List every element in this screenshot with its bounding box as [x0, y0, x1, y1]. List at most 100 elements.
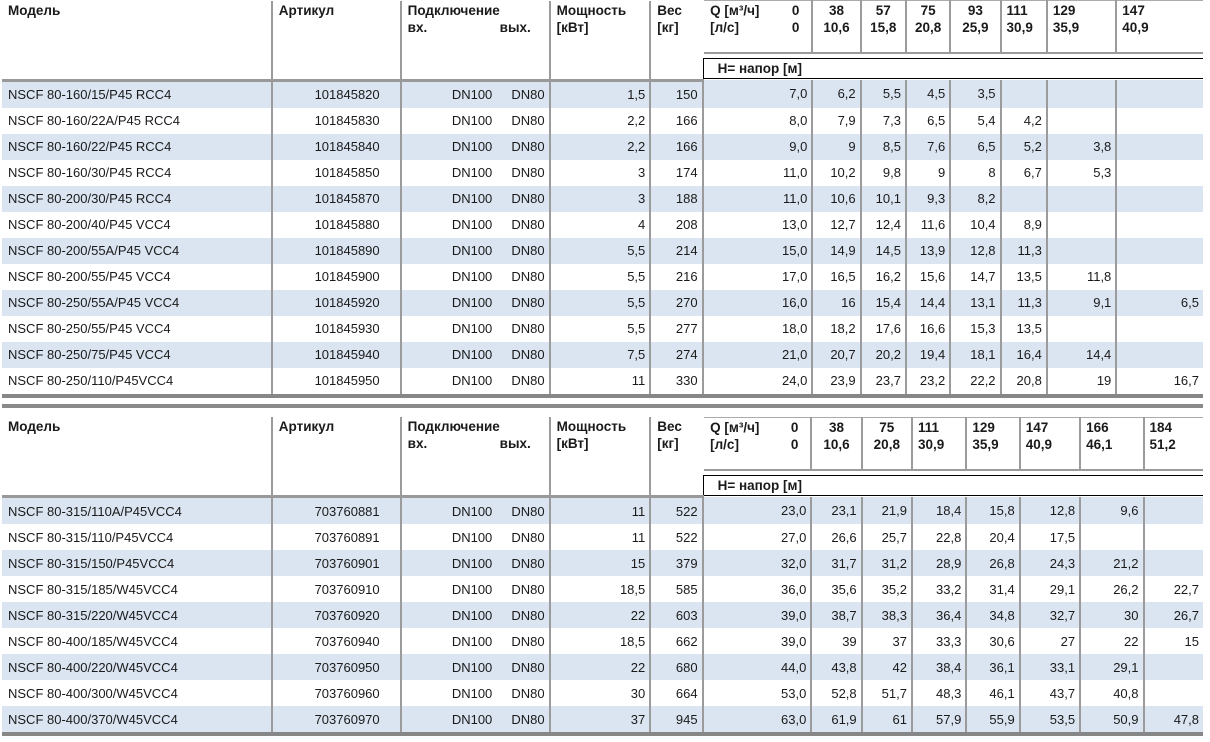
weight-cell: 166	[649, 133, 703, 160]
flow-ls-line: [л/с] 0	[710, 436, 806, 453]
table-row: NSCF 80-200/40/P45 VCC4 101845880 DN100 DN8…	[2, 211, 1203, 238]
head-value-cell: 11,3	[999, 237, 1047, 264]
head-value-cell: 23,0	[701, 496, 812, 524]
head-value-cell: 63,0	[701, 706, 812, 736]
power-cell: 22	[548, 602, 651, 628]
head-value-cell: 13,5	[999, 263, 1047, 290]
connection-inlet-cell: DN100	[399, 133, 499, 160]
weight-cell: 166	[649, 107, 703, 134]
head-value-cell: 26,6	[810, 524, 862, 550]
flow-column-header: 38 10,6	[811, 0, 861, 54]
head-value-cell: 31,7	[810, 550, 862, 576]
connection-inlet-cell: DN100	[399, 602, 499, 628]
head-value-cell: 35,2	[860, 576, 912, 602]
flow-ls-value: 10,6	[823, 20, 850, 35]
flow-column-header: 147 40,9	[1018, 416, 1081, 471]
head-value-cell: 4,5	[904, 80, 951, 108]
head-value-cell: 43,8	[810, 654, 862, 680]
connection-inlet-cell: DN100	[399, 706, 499, 736]
head-value-cell: 27	[1018, 628, 1081, 654]
head-value-cell	[1142, 654, 1203, 680]
head-value-cell: 33,2	[910, 576, 967, 602]
head-value-cell: 9,6	[1079, 496, 1144, 524]
flow-column-header: 111 30,9	[910, 416, 967, 471]
head-value-cell: 6,5	[1115, 289, 1203, 316]
flow-column-header: 166 46,1	[1079, 416, 1144, 471]
model-cell: NSCF 80-400/300/W45VCC4	[2, 680, 272, 706]
table-row: NSCF 80-160/22A/P45 RCC4 101845830 DN100 DN…	[2, 107, 1203, 134]
flow-ls-value: 30,9	[1006, 20, 1033, 35]
head-value-cell: 33,1	[1018, 654, 1081, 680]
connection-outlet-cell: DN80	[498, 237, 550, 264]
power-cell: 2,2	[548, 107, 651, 134]
weight-cell: 188	[649, 185, 703, 212]
head-band-label: H= напор [м]	[702, 474, 1203, 496]
table-row: NSCF 80-200/55A/P45 VCC4 101845890 DN100 DN…	[2, 237, 1203, 264]
head-value-cell: 21,9	[860, 496, 912, 524]
head-value-cell: 23,9	[811, 367, 861, 398]
flow-ls-value: 25,9	[962, 20, 989, 35]
weight-unit-label: [кг]	[657, 19, 679, 35]
article-cell: 101845920	[270, 289, 401, 316]
head-value-cell: 9,8	[859, 159, 906, 186]
head-value-cell: 21,2	[1079, 550, 1144, 576]
head-value-cell	[1045, 107, 1117, 134]
model-cell: NSCF 80-250/75/P45 VCC4	[2, 341, 272, 368]
weight-label: Вес	[657, 2, 682, 18]
head-value-cell: 29,1	[1018, 576, 1081, 602]
weight-cell: 603	[649, 602, 703, 628]
head-value-cell: 8,9	[999, 211, 1047, 238]
head-value-cell: 36,4	[910, 602, 967, 628]
article-cell: 703760950	[270, 654, 401, 680]
head-value-cell: 9	[904, 159, 951, 186]
head-value-cell: 16,0	[701, 289, 813, 316]
head-value-cell: 11,0	[701, 185, 813, 212]
head-band-cell: H= напор [м]	[702, 53, 1203, 80]
flow-m3h-value: 147	[1025, 419, 1049, 435]
connection-sublabels: вх. вых.	[408, 19, 545, 36]
pump-table-2-container: Модель Артикул Подключение вх. вых. Мощность […	[2, 416, 1208, 736]
flow-ls-value: 15,8	[870, 20, 897, 35]
article-cell: 703760881	[270, 496, 401, 524]
connection-label: Подключение	[407, 2, 500, 18]
table-row: NSCF 80-160/30/P45 RCC4 101845850 DN100 DN8…	[2, 159, 1203, 186]
head-value-cell: 18,1	[949, 341, 1001, 368]
head-band-row: H= напор [м]	[2, 469, 1203, 497]
power-cell: 18,5	[548, 576, 651, 602]
flow-m3h-zero: 0	[790, 419, 799, 435]
connection-inlet-cell: DN100	[399, 341, 499, 368]
head-value-cell: 14,5	[859, 237, 906, 264]
flow-m3h-value: 111	[917, 419, 940, 435]
connection-outlet-cell: DN80	[498, 550, 550, 576]
flow-m3h-value: 166	[1086, 419, 1109, 435]
flow-ls-zero: 0	[791, 20, 800, 35]
article-cell: 101845830	[270, 107, 401, 134]
head-value-cell: 15,4	[859, 289, 906, 316]
flow-m3h-value: 57	[875, 3, 891, 18]
article-cell: 101845840	[270, 133, 401, 160]
power-unit-label: [кВт]	[556, 436, 589, 451]
table-row: NSCF 80-400/185/W45VCC4 703760940 DN100 DN8…	[2, 628, 1203, 654]
head-value-cell: 6,7	[999, 159, 1047, 186]
flow-m3h-value: 147	[1122, 3, 1145, 18]
head-value-cell: 23,1	[810, 496, 862, 524]
head-value-cell: 28,9	[910, 550, 967, 576]
head-value-cell: 25,7	[860, 524, 912, 550]
head-value-cell: 3,5	[949, 80, 1001, 108]
article-cell: 703760891	[270, 524, 401, 550]
head-value-cell: 10,2	[811, 159, 861, 186]
weight-column-header: Вес [кг]	[649, 417, 703, 498]
head-value-cell	[1115, 159, 1203, 186]
connection-outlet-cell: DN80	[498, 654, 550, 680]
head-value-cell: 15,0	[701, 237, 813, 264]
head-value-cell: 10,1	[859, 185, 906, 212]
table-row: NSCF 80-250/110/P45VCC4 101845950 DN100 DN8…	[2, 367, 1203, 398]
connection-inlet-label: вх.	[407, 19, 428, 35]
head-value-cell: 44,0	[701, 654, 812, 680]
head-value-cell: 15,3	[949, 315, 1001, 342]
flow-ls-label: [л/с]	[710, 436, 739, 452]
weight-cell: 680	[649, 654, 703, 680]
model-cell: NSCF 80-315/150/P45VCC4	[2, 550, 272, 576]
head-value-cell: 39	[810, 628, 862, 654]
table-row: NSCF 80-315/220/W45VCC4 703760920 DN100 DN8…	[2, 602, 1203, 628]
